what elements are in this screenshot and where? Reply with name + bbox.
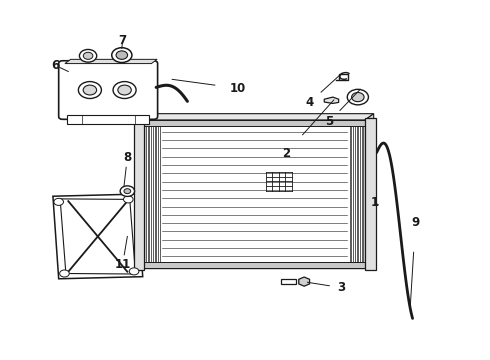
Polygon shape	[324, 97, 339, 103]
Circle shape	[120, 186, 135, 197]
Circle shape	[79, 49, 97, 62]
Text: 3: 3	[337, 281, 345, 294]
Bar	[144, 120, 365, 126]
Text: 2: 2	[282, 147, 290, 160]
Text: 6: 6	[51, 59, 59, 72]
Polygon shape	[365, 114, 374, 268]
Text: 9: 9	[411, 216, 419, 229]
Circle shape	[78, 82, 101, 99]
Text: 1: 1	[370, 197, 379, 210]
Circle shape	[54, 198, 64, 206]
Bar	[134, 118, 144, 270]
Polygon shape	[144, 114, 374, 120]
Bar	[67, 116, 149, 124]
Bar	[365, 118, 376, 270]
Circle shape	[83, 52, 93, 59]
Circle shape	[347, 89, 368, 105]
Bar	[144, 120, 365, 268]
Polygon shape	[299, 277, 310, 286]
Text: 5: 5	[325, 115, 333, 128]
Circle shape	[118, 85, 131, 95]
Circle shape	[129, 268, 139, 275]
Circle shape	[116, 51, 127, 59]
Text: 8: 8	[123, 150, 131, 163]
Circle shape	[112, 48, 132, 63]
Bar	[144, 262, 365, 268]
Polygon shape	[65, 59, 157, 64]
Text: 7: 7	[119, 34, 126, 47]
Circle shape	[113, 82, 136, 99]
Polygon shape	[60, 199, 136, 274]
Bar	[281, 279, 296, 284]
Circle shape	[352, 93, 364, 102]
Text: 4: 4	[306, 96, 314, 109]
Circle shape	[123, 196, 133, 203]
Circle shape	[124, 189, 131, 194]
Circle shape	[83, 85, 97, 95]
Text: 11: 11	[115, 258, 131, 271]
Circle shape	[60, 270, 69, 277]
Polygon shape	[53, 194, 143, 279]
Text: 10: 10	[230, 82, 246, 95]
FancyBboxPatch shape	[59, 61, 158, 119]
